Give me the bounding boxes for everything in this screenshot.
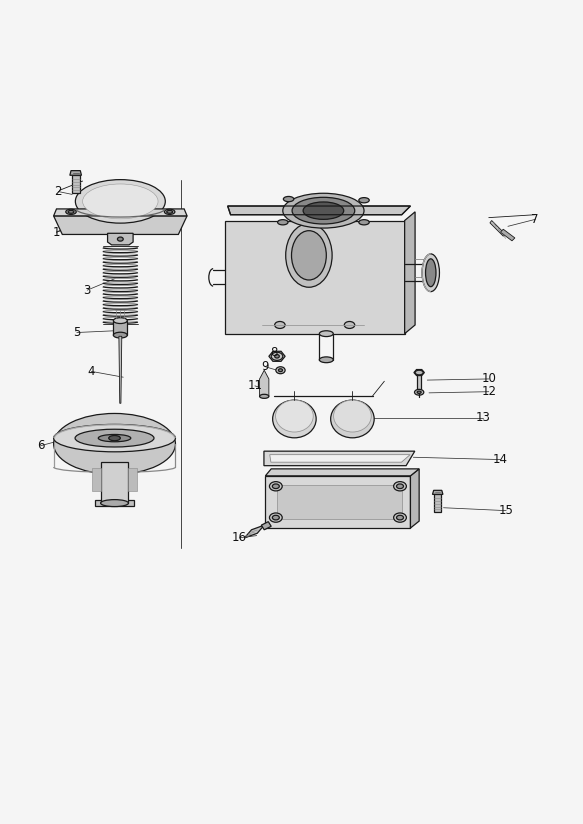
Ellipse shape: [359, 198, 369, 203]
Ellipse shape: [66, 209, 76, 214]
Ellipse shape: [269, 513, 282, 522]
Text: 2: 2: [54, 185, 62, 198]
Ellipse shape: [278, 220, 288, 225]
Text: 12: 12: [482, 385, 496, 398]
Ellipse shape: [272, 515, 279, 520]
Polygon shape: [410, 469, 419, 528]
Polygon shape: [92, 468, 101, 491]
Ellipse shape: [394, 481, 406, 491]
Ellipse shape: [273, 400, 316, 438]
Ellipse shape: [164, 209, 175, 214]
Ellipse shape: [333, 400, 371, 432]
Text: 1: 1: [52, 226, 60, 239]
Ellipse shape: [275, 354, 279, 358]
Ellipse shape: [292, 231, 326, 280]
Text: 4: 4: [87, 365, 95, 378]
Ellipse shape: [113, 318, 127, 324]
Ellipse shape: [275, 321, 285, 329]
Polygon shape: [405, 212, 415, 334]
Polygon shape: [490, 221, 505, 236]
Polygon shape: [70, 171, 82, 176]
Ellipse shape: [319, 357, 333, 363]
Ellipse shape: [283, 196, 294, 202]
Ellipse shape: [75, 180, 166, 223]
Ellipse shape: [396, 515, 403, 520]
Text: 7: 7: [532, 213, 539, 226]
Ellipse shape: [83, 184, 158, 219]
Polygon shape: [228, 206, 410, 215]
Polygon shape: [128, 468, 137, 491]
Ellipse shape: [415, 390, 424, 396]
Polygon shape: [433, 490, 443, 494]
Ellipse shape: [279, 369, 283, 372]
Polygon shape: [265, 469, 419, 475]
Ellipse shape: [319, 330, 333, 336]
Ellipse shape: [283, 194, 364, 228]
Ellipse shape: [54, 424, 175, 452]
Polygon shape: [54, 216, 187, 235]
Polygon shape: [259, 370, 269, 396]
Polygon shape: [95, 500, 134, 506]
Ellipse shape: [422, 254, 440, 292]
Polygon shape: [225, 221, 405, 334]
Text: 6: 6: [37, 439, 44, 452]
Polygon shape: [265, 475, 410, 528]
Ellipse shape: [68, 210, 74, 213]
Polygon shape: [244, 525, 264, 538]
Ellipse shape: [276, 400, 313, 432]
Polygon shape: [434, 494, 441, 512]
Ellipse shape: [417, 391, 421, 393]
Polygon shape: [264, 452, 415, 466]
Polygon shape: [261, 522, 271, 530]
Ellipse shape: [396, 484, 403, 489]
Ellipse shape: [117, 237, 123, 241]
Polygon shape: [414, 369, 424, 376]
Ellipse shape: [259, 395, 269, 398]
Text: 3: 3: [83, 283, 91, 297]
Polygon shape: [101, 462, 128, 503]
Polygon shape: [417, 372, 422, 393]
Ellipse shape: [101, 499, 128, 507]
Polygon shape: [72, 176, 80, 193]
Ellipse shape: [271, 352, 283, 360]
Ellipse shape: [286, 223, 332, 288]
Ellipse shape: [276, 367, 285, 374]
Polygon shape: [113, 321, 127, 335]
Text: 9: 9: [262, 360, 269, 373]
Text: 8: 8: [271, 346, 278, 359]
Ellipse shape: [345, 321, 354, 329]
Ellipse shape: [394, 513, 406, 522]
Polygon shape: [108, 233, 133, 245]
Ellipse shape: [167, 210, 173, 213]
Text: 11: 11: [247, 379, 262, 392]
Text: 10: 10: [482, 372, 496, 386]
Polygon shape: [54, 209, 187, 216]
Ellipse shape: [75, 429, 154, 447]
Text: 15: 15: [498, 504, 514, 517]
Ellipse shape: [54, 414, 175, 475]
Text: 5: 5: [73, 326, 80, 339]
Polygon shape: [119, 336, 122, 403]
Text: 16: 16: [232, 531, 247, 545]
Polygon shape: [500, 229, 515, 241]
Ellipse shape: [109, 436, 120, 441]
Ellipse shape: [415, 370, 423, 375]
Ellipse shape: [359, 220, 369, 225]
Ellipse shape: [292, 197, 354, 224]
Polygon shape: [270, 455, 410, 462]
Ellipse shape: [99, 434, 131, 442]
Polygon shape: [277, 485, 402, 519]
Text: 14: 14: [493, 453, 508, 466]
Ellipse shape: [272, 484, 279, 489]
Ellipse shape: [426, 259, 436, 287]
Ellipse shape: [113, 332, 127, 338]
Ellipse shape: [331, 400, 374, 438]
Ellipse shape: [269, 481, 282, 491]
Polygon shape: [269, 351, 285, 361]
Ellipse shape: [303, 202, 344, 219]
Text: 13: 13: [476, 411, 490, 424]
